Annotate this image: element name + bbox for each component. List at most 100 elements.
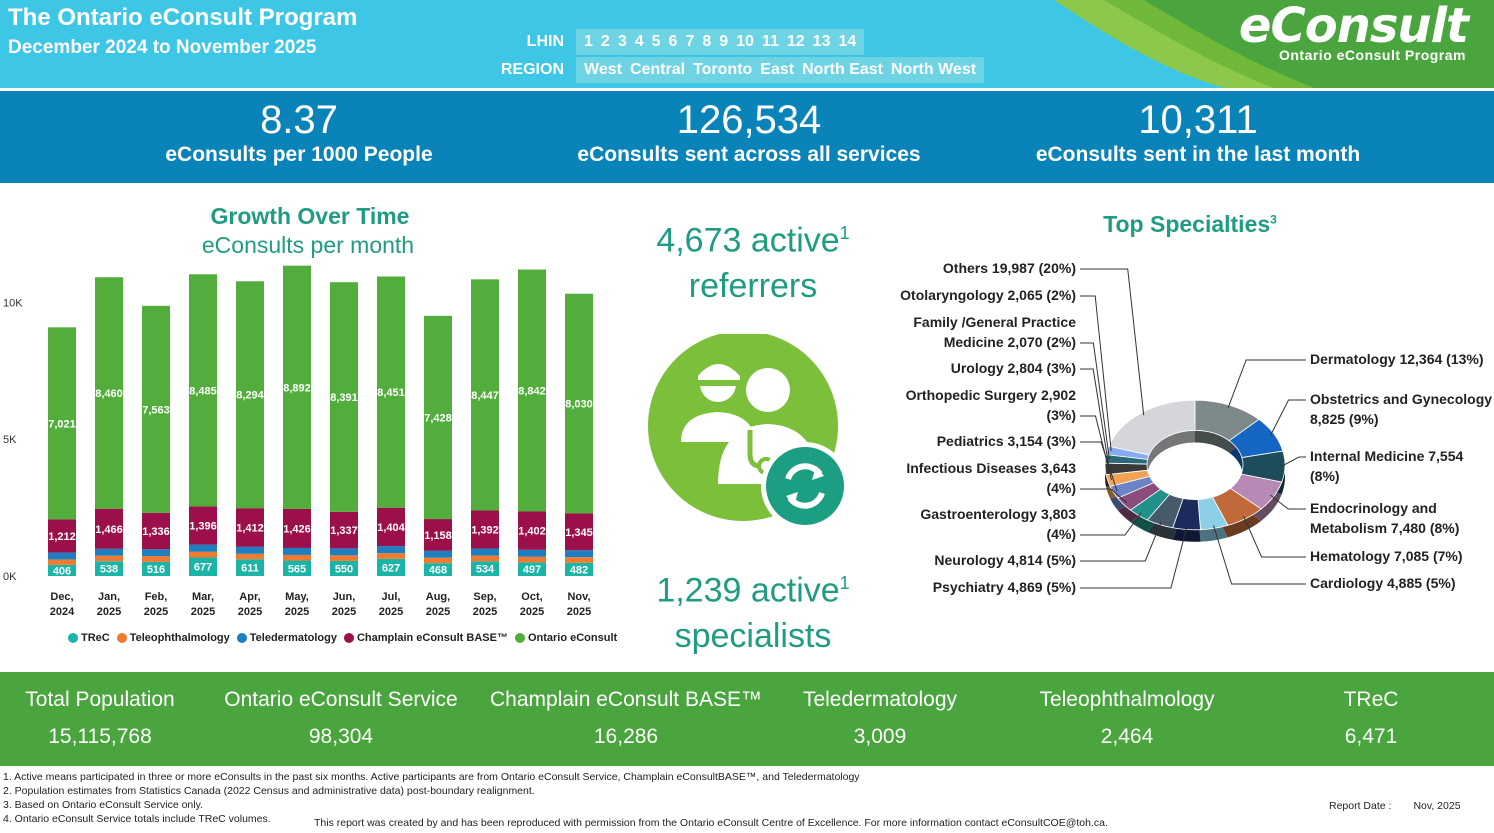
footnote-ref: 3 [1270,212,1277,227]
specialties-title: Top Specialties3 [1103,211,1277,237]
x-tick-label: 2025 [191,606,215,618]
bar-segment-trec [330,560,358,576]
specialty-label: Medicine 2,070 (2%) [944,334,1076,350]
x-tick-label: Jan, [98,591,120,603]
bar-segment-teleophthalmology [471,555,499,562]
bar-segment-teleophthalmology [95,555,123,562]
x-tick-label: Feb, [145,591,168,603]
bar-value-label: 8,842 [518,385,546,397]
specialty-label: Internal Medicine 7,554 [1310,448,1463,464]
x-tick-label: Dec, [50,591,73,603]
specialty-label: Family /General Practice [913,314,1076,330]
active-referrers: 4,673 active1 referrers [620,210,886,309]
lhin-filter-13[interactable]: 13 [812,33,831,50]
bar-value-label: 8,460 [95,388,123,400]
bar-segment-teledermatology [471,548,499,556]
footnote: 2. Population estimates from Statistics … [3,785,535,797]
bar-value-label: 497 [523,564,541,576]
bar-segment-teledermatology [424,550,452,558]
bar-segment-trec [471,561,499,576]
bar-value-label: 516 [147,564,165,576]
region-filter-toronto[interactable]: Toronto [693,61,753,78]
x-tick-label: Jul, [382,591,401,603]
lhin-filter-5[interactable]: 5 [651,33,661,50]
x-tick-label: 2025 [285,606,309,618]
lhin-filter-4[interactable]: 4 [634,33,644,50]
bar-value-label: 482 [570,564,588,576]
lhin-filter-10[interactable]: 10 [736,33,754,50]
legend-item: Teleophthalmology [116,632,230,644]
lhin-filter-11[interactable]: 11 [761,33,779,50]
x-tick-label: Aug, [426,591,450,603]
specialty-label: Psychiatry 4,869 (5%) [933,579,1076,595]
bar-segment-teledermatology [142,549,170,557]
bar-value-label: 538 [100,564,118,576]
leader-line [1080,295,1112,452]
leader-line [1269,494,1306,510]
bar-segment-teledermatology [48,552,76,560]
region-filter-central[interactable]: Central [629,61,686,78]
kpi-label: eConsults per 1000 People [165,143,433,166]
bar-value-label: 550 [335,563,353,575]
bar-value-label: 8,451 [377,387,405,399]
kpi-per-1000: 8.37 eConsults per 1000 People [69,97,529,167]
lhin-filter-12[interactable]: 12 [786,33,805,50]
report-date-label: Report Date : [1329,800,1392,812]
legend-item: Ontario eConsult [514,632,617,644]
lhin-filter-8[interactable]: 8 [702,33,712,50]
leader-line [1080,415,1113,481]
lhin-filter-3[interactable]: 3 [617,33,627,50]
bar-segment-trec [142,561,170,576]
bar-segment-teledermatology [518,549,546,557]
header-banner: The Ontario eConsult Program December 20… [0,0,1494,88]
x-tick-label: 2024 [50,606,75,618]
econsult-logo: eConsult [1238,0,1469,54]
lhin-filter-7[interactable]: 7 [685,33,695,50]
leader-line [1270,399,1306,436]
bar-value-label: 8,485 [189,385,217,397]
kpi-value: 10,311 [1138,98,1258,142]
lhin-filter-14[interactable]: 14 [838,33,857,50]
total-stat: TReC 6,471 [1221,686,1494,751]
leader-line [1080,368,1110,469]
bar-value-label: 8,294 [236,390,264,402]
bar-segment-trec [518,562,546,576]
totals-band: Total Population 15,115,768 Ontario eConsu… [0,672,1494,766]
chart-subtitle: eConsults per month [201,232,415,258]
bar-value-label: 627 [382,562,400,574]
bar-value-label: 8,892 [283,382,311,394]
total-stat: Teleophthalmology 2,464 [977,686,1277,751]
bar-segment-champlain-econsult-base- [424,519,452,551]
bar-value-label: 1,392 [471,524,499,536]
lhin-filter-9[interactable]: 9 [719,33,729,50]
legend-swatch [68,633,78,643]
specialty-label: Urology 2,804 (3%) [951,360,1076,376]
lhin-filter-2[interactable]: 2 [600,33,610,50]
x-tick-label: May, [285,591,309,603]
specialty-label: (4%) [1046,526,1076,542]
total-stat-value: 98,304 [308,725,374,748]
region-filter-west[interactable]: West [584,61,622,78]
region-filter-north-west[interactable]: North West [891,61,977,78]
donut-slice [1108,399,1196,456]
referrers-label: referrers [688,267,818,306]
region-filter-east[interactable]: East [760,61,795,78]
region-filter: West Central Toronto East North East North We… [576,57,985,83]
footnote: 1. Active means participated in three or… [3,771,860,783]
legend-swatch [343,633,354,643]
total-stat-label: Teledermatology [802,688,958,711]
region-filter-north-east[interactable]: North East [802,61,883,78]
bar-value-label: 611 [241,563,259,575]
bar-segment-ontario-econsult [236,281,264,509]
y-tick-label: 5K [3,434,17,446]
bar-segment-teleophthalmology [565,557,593,563]
lhin-filter-1[interactable]: 1 [584,33,593,50]
legend-item: Champlain eConsult BASE™ [343,632,508,644]
bar-value-label: 1,426 [283,523,311,535]
bar-segment-trec [95,561,123,576]
footnote-ref: 1 [839,223,850,243]
lhin-filter-6[interactable]: 6 [668,33,678,50]
referrers-count: 4,673 active [656,221,840,260]
total-stat-label: Ontario eConsult Service [224,688,458,711]
doctor-patient-icon [648,334,848,530]
